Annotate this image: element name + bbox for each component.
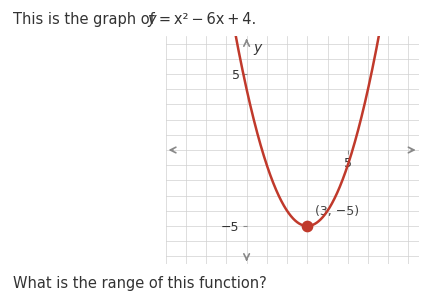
- Text: What is the range of this function?: What is the range of this function?: [13, 276, 267, 291]
- Point: [304, 224, 311, 228]
- Text: y: y: [254, 40, 262, 55]
- Text: y: y: [147, 12, 156, 27]
- Text: = x² − 6x + 4.: = x² − 6x + 4.: [156, 12, 256, 27]
- Text: This is the graph of: This is the graph of: [13, 12, 160, 27]
- Text: (3, −5): (3, −5): [315, 206, 360, 218]
